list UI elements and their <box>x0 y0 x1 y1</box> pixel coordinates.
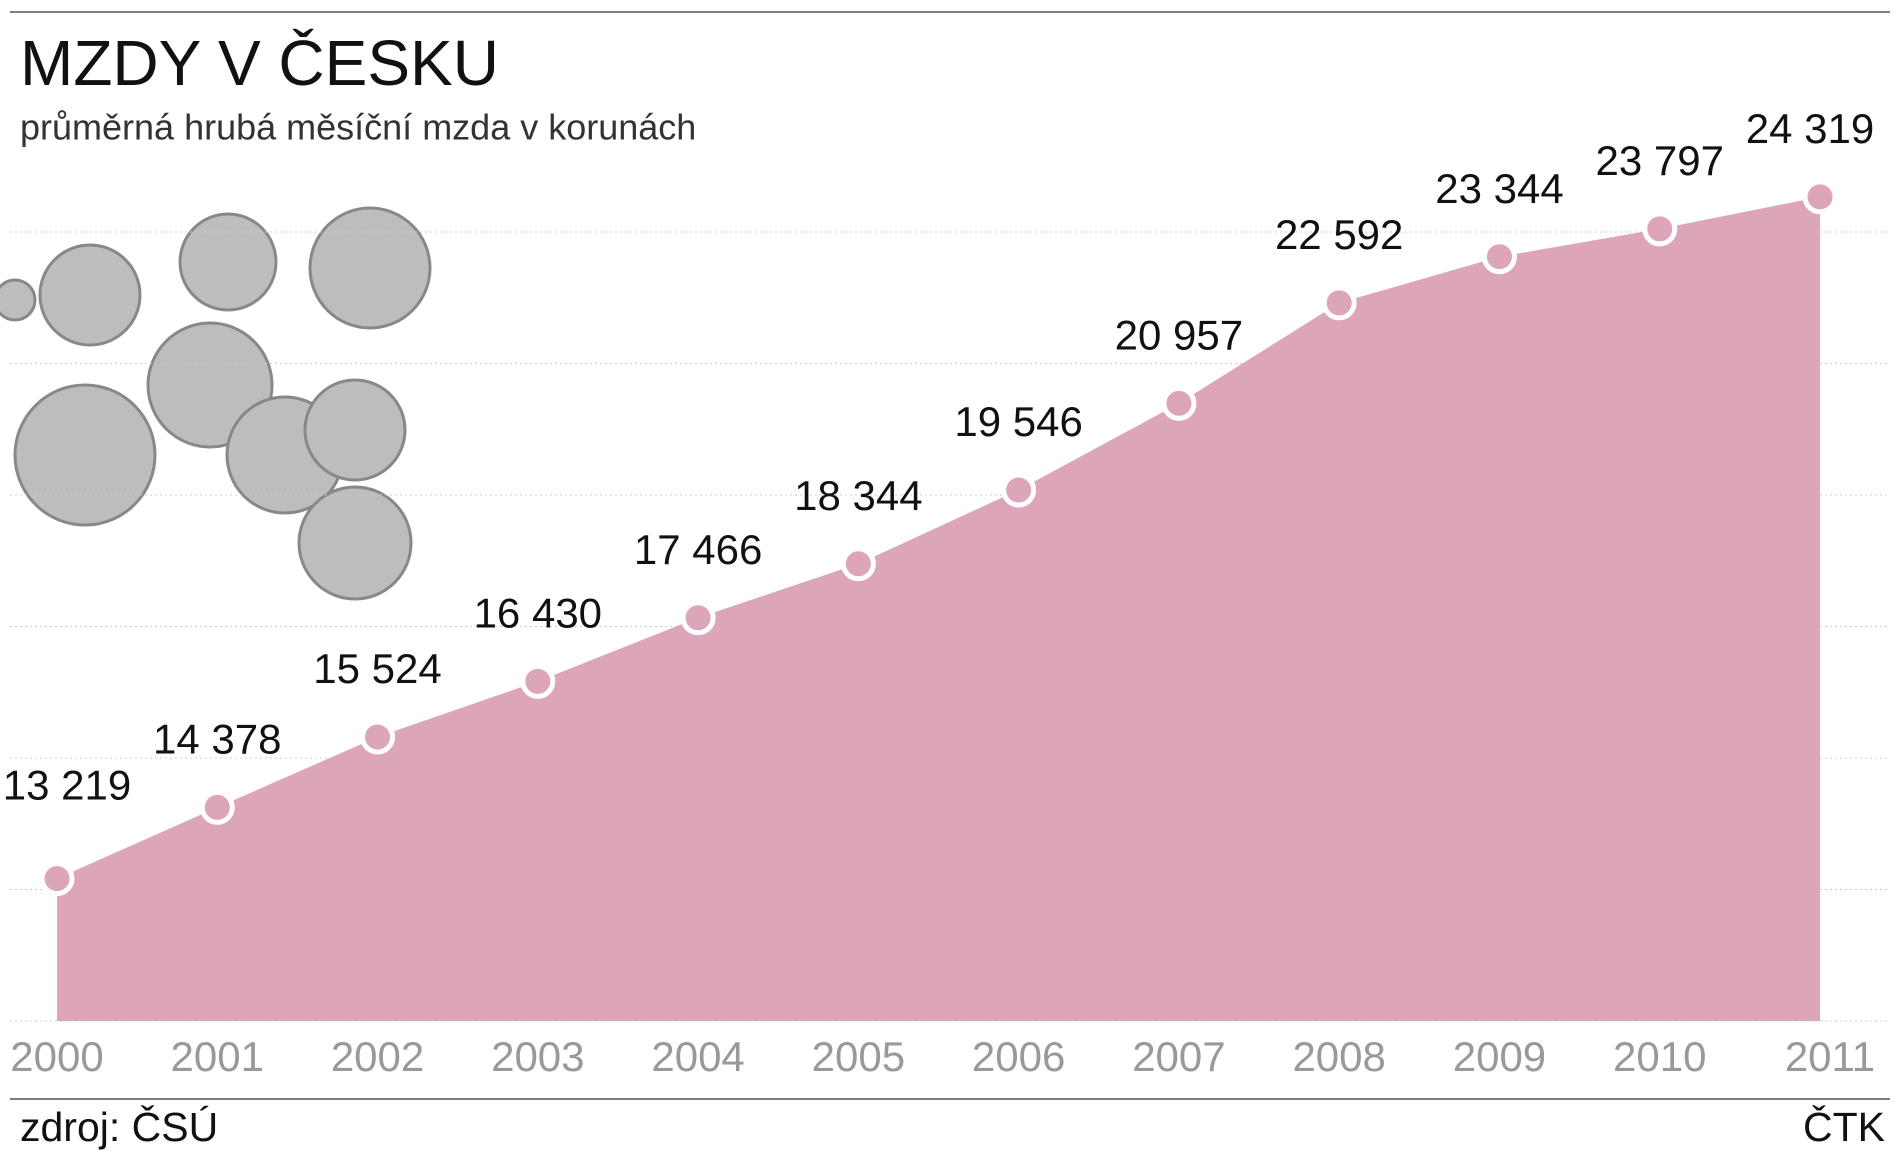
value-label: 20 957 <box>1115 311 1243 358</box>
x-tick-label: 2010 <box>1613 1033 1706 1080</box>
point <box>1161 385 1197 421</box>
value-label: 14 378 <box>153 715 281 762</box>
value-label: 22 592 <box>1275 211 1403 258</box>
point <box>1481 239 1517 275</box>
point <box>520 663 556 699</box>
coins <box>0 206 432 601</box>
point <box>39 861 75 897</box>
value-label: 18 344 <box>794 472 922 519</box>
point <box>360 719 396 755</box>
x-tick-label: 2009 <box>1453 1033 1546 1080</box>
point <box>199 789 235 825</box>
x-tick-label: 2008 <box>1292 1033 1385 1080</box>
value-label: 16 430 <box>474 589 602 636</box>
value-label: 23 797 <box>1595 137 1723 184</box>
point <box>1001 472 1037 508</box>
value-label: 24 319 <box>1746 105 1874 152</box>
x-tick-label: 2002 <box>331 1033 424 1080</box>
x-tick-label: 2000 <box>10 1033 103 1080</box>
x-tick-label: 2007 <box>1132 1033 1225 1080</box>
area <box>57 196 1820 1022</box>
point <box>1802 179 1838 215</box>
value-label: 15 524 <box>313 645 441 692</box>
value-label: 23 344 <box>1435 165 1563 212</box>
x-tick-label: 2004 <box>651 1033 744 1080</box>
credit: ČTK <box>1803 1104 1885 1150</box>
x-tick-label: 2001 <box>171 1033 264 1080</box>
source: zdroj: ČSÚ <box>20 1104 218 1150</box>
x-tick-label: 2011 <box>1785 1033 1875 1080</box>
x-tick-label: 2003 <box>491 1033 584 1080</box>
point <box>840 546 876 582</box>
point <box>1321 285 1357 321</box>
chart-subtitle: průměrná hrubá měsíční mzda v korunách <box>20 107 696 148</box>
x-tick-label: 2005 <box>812 1033 905 1080</box>
value-label: 17 466 <box>634 526 762 573</box>
point <box>680 600 716 636</box>
value-label: 19 546 <box>954 398 1082 445</box>
x-tick-label: 2006 <box>972 1033 1065 1080</box>
chart-title: MZDY V ČESKU <box>20 27 499 99</box>
point <box>1642 211 1678 247</box>
value-label: 13 219 <box>3 762 131 809</box>
